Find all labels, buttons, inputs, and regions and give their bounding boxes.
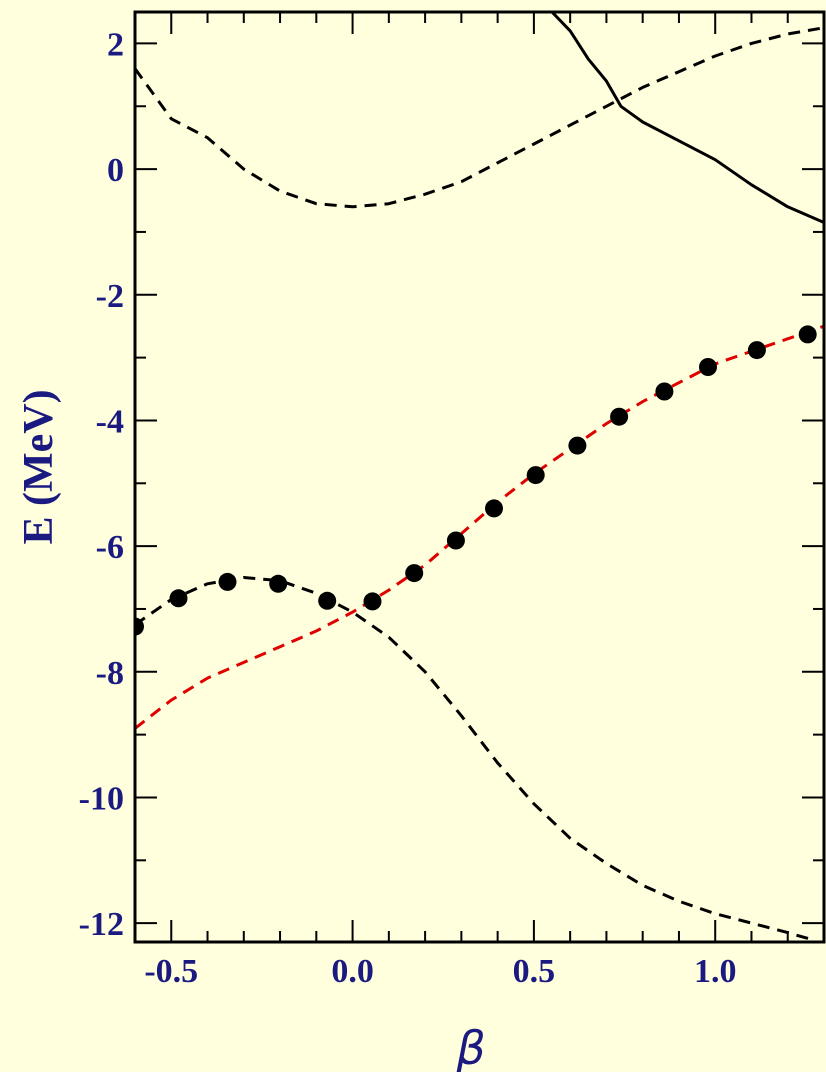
y-axis-title: E (MeV)	[16, 389, 62, 544]
data-point	[169, 589, 188, 608]
y-tick-label: -10	[79, 780, 124, 817]
data-point	[405, 564, 424, 583]
y-tick-label: -12	[79, 906, 124, 943]
series-line-4	[135, 576, 810, 941]
data-point	[446, 531, 465, 550]
x-tick-label: 0.5	[513, 953, 556, 990]
y-tick-label: 2	[107, 26, 124, 63]
series-line-2	[550, 12, 824, 224]
data-point	[747, 341, 766, 360]
data-point	[485, 499, 503, 518]
data-point	[655, 382, 674, 401]
data-point	[568, 436, 587, 455]
x-tick-label: -0.5	[144, 953, 198, 990]
x-axis-title: β	[455, 1021, 485, 1072]
x-tick-label: 0.0	[331, 953, 374, 990]
data-point	[218, 572, 237, 591]
x-tick-label: 1.0	[694, 953, 737, 990]
data-point	[363, 592, 382, 611]
data-point	[699, 358, 717, 376]
plot-frame	[133, 10, 826, 944]
data-point	[526, 466, 545, 485]
data-point	[269, 574, 288, 593]
tick-layer: -0.5 0.0 0.5 1.0 2 0 -2 -4 -6 -8 -10 -12	[79, 12, 825, 990]
y-tick-label: 0	[107, 152, 124, 189]
plot-background	[135, 12, 826, 942]
data-point	[610, 407, 629, 426]
y-tick-label: -6	[96, 529, 124, 566]
data-point	[798, 325, 817, 344]
marker-layer	[135, 325, 817, 636]
series-line-1	[135, 26, 824, 209]
y-tick-label: -4	[96, 403, 124, 440]
y-tick-label: -2	[96, 278, 124, 315]
data-point	[318, 591, 337, 610]
y-tick-label: -8	[96, 655, 124, 692]
data-point	[135, 617, 144, 636]
